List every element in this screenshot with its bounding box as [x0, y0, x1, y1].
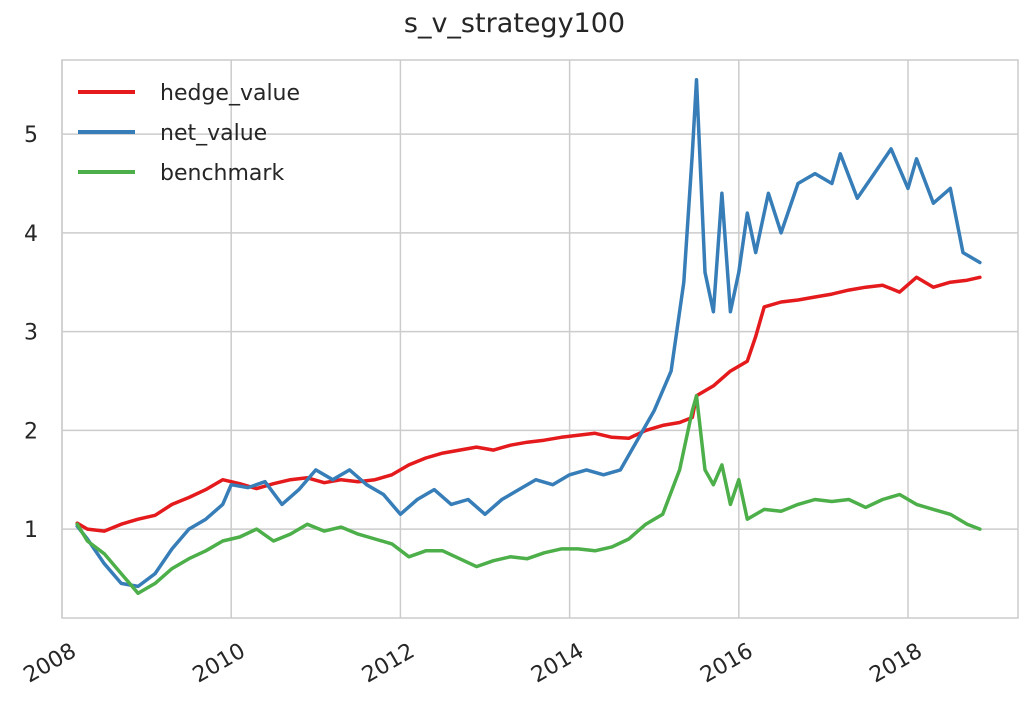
- y-tick-label: 1: [24, 518, 38, 543]
- x-tick-label: 2008: [20, 639, 81, 689]
- y-tick-label: 5: [24, 123, 38, 148]
- y-tick-label: 3: [24, 321, 38, 346]
- x-tick-label: 2012: [358, 639, 419, 689]
- series-line-net_value: [75, 78, 982, 589]
- chart-title: s_v_strategy100: [403, 8, 626, 39]
- y-tick-label: 2: [24, 419, 38, 444]
- legend-label-hedge_value: hedge_value: [160, 81, 300, 106]
- series-line-benchmark: [75, 394, 982, 596]
- y-tick-label: 4: [24, 222, 38, 247]
- x-tick-label: 2014: [527, 639, 588, 689]
- series-line-hedge_value: [75, 275, 982, 533]
- x-tick-label: 2018: [866, 639, 927, 689]
- legend-label-net_value: net_value: [160, 121, 267, 146]
- x-tick-label: 2010: [189, 639, 250, 689]
- legend-label-benchmark: benchmark: [160, 161, 284, 186]
- x-tick-label: 2016: [696, 639, 757, 689]
- legend: hedge_value net_value benchmark: [78, 81, 300, 186]
